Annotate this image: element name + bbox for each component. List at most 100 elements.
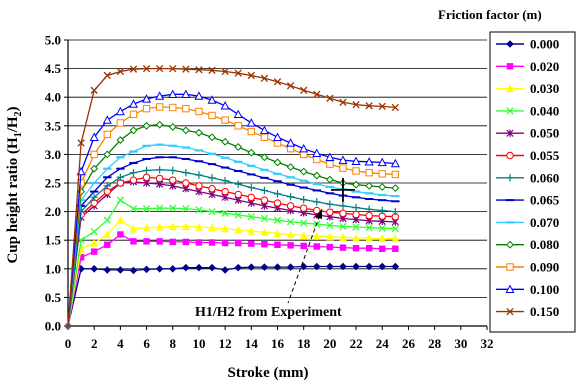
data-point: [129, 224, 138, 233]
series-line: [67, 176, 396, 327]
legend-label: 0.055: [530, 148, 560, 163]
legend-item-0.020: 0.020: [496, 59, 559, 74]
data-point: [339, 164, 347, 172]
data-point: [352, 100, 360, 109]
data-point: [90, 265, 98, 273]
legend-label: 0.150: [530, 304, 559, 319]
data-point: [352, 245, 360, 252]
data-point: [90, 193, 98, 201]
x-tick-label: 24: [376, 336, 390, 351]
data-point: [234, 69, 242, 77]
data-point: [234, 225, 243, 234]
legend-title: Friction factor (m): [438, 7, 542, 22]
legend-label: 0.060: [530, 170, 559, 185]
legend-item-0.055: 0.055: [496, 148, 560, 163]
data-point: [260, 263, 269, 271]
data-point: [155, 166, 164, 174]
x-tick-label: 4: [117, 336, 124, 351]
data-point: [195, 171, 203, 179]
data-point: [391, 170, 400, 179]
data-point: [379, 245, 386, 252]
data-point: [286, 263, 295, 271]
annotation-arrow: [287, 208, 323, 304]
data-point: [234, 190, 242, 199]
series-0.090: [67, 103, 400, 327]
data-point: [391, 207, 400, 216]
data-point: [286, 218, 295, 226]
series-0.065: [67, 156, 400, 327]
data-point: [115, 106, 125, 116]
x-tick-label: 26: [402, 336, 416, 351]
data-point: [182, 65, 190, 73]
x-tick-label: 20: [323, 336, 336, 351]
data-point: [142, 223, 151, 232]
data-point: [261, 241, 268, 248]
data-point: [155, 120, 164, 129]
data-point: [128, 99, 139, 108]
data-point: [221, 239, 229, 247]
data-point: [221, 116, 229, 124]
data-point: [352, 262, 360, 271]
data-point: [155, 174, 164, 183]
data-point: [102, 115, 112, 124]
data-point: [234, 263, 242, 272]
series-0.020: [67, 231, 399, 327]
legend-item-0.040: 0.040: [496, 103, 559, 118]
data-point: [273, 229, 282, 237]
data-point: [233, 109, 243, 119]
data-point: [169, 204, 177, 212]
data-point: [312, 148, 322, 157]
data-point: [338, 155, 348, 164]
data-point: [313, 262, 321, 271]
legend: 0.000 0.020 0.030 0.040 0.050 0.055 0.060 0.065…: [489, 31, 576, 333]
data-point: [195, 182, 203, 190]
data-point: [247, 213, 255, 221]
data-point: [182, 205, 190, 213]
data-point: [339, 202, 347, 210]
legend-label: 0.090: [530, 260, 559, 275]
data-point: [90, 164, 99, 173]
data-point: [260, 228, 269, 236]
data-point: [103, 216, 111, 224]
data-point: [352, 223, 360, 231]
data-point: [208, 66, 216, 74]
data-point: [181, 89, 191, 99]
data-point: [208, 207, 216, 216]
data-point: [286, 163, 295, 171]
data-point: [116, 266, 125, 274]
y-tick-label: 0.0: [45, 319, 61, 334]
data-point: [142, 64, 151, 73]
data-point: [103, 182, 111, 190]
data-point: [168, 222, 177, 231]
data-point: [260, 196, 269, 204]
data-point: [156, 238, 163, 245]
data-point: [339, 244, 347, 251]
y-axis-label-sub2: 2: [13, 111, 24, 116]
data-point: [506, 84, 514, 93]
axes: 0.00.51.01.52.02.53.03.54.04.55.00 2 4 6 8 10…: [45, 33, 494, 352]
legend-label: 0.070: [530, 215, 559, 230]
data-point: [168, 123, 177, 131]
x-tick-label: 22: [350, 336, 363, 351]
x-tick-label: 0: [65, 336, 72, 351]
data-point: [247, 71, 255, 80]
data-point: [286, 138, 296, 147]
data-point: [378, 224, 386, 232]
data-point: [116, 173, 125, 181]
data-point: [326, 262, 334, 271]
data-point: [143, 238, 150, 245]
data-point: [506, 129, 514, 137]
data-point: [221, 137, 230, 146]
gridlines: [68, 39, 487, 298]
legend-label: 0.080: [530, 237, 559, 252]
data-point: [273, 263, 282, 271]
data-point: [77, 139, 85, 147]
y-axis-label: Cup height ratio (H1/H2): [5, 106, 24, 263]
data-point: [155, 64, 164, 73]
data-point: [221, 224, 229, 233]
annotation-arrowhead: [315, 209, 322, 219]
data-point: [378, 206, 386, 215]
data-point: [391, 262, 400, 271]
